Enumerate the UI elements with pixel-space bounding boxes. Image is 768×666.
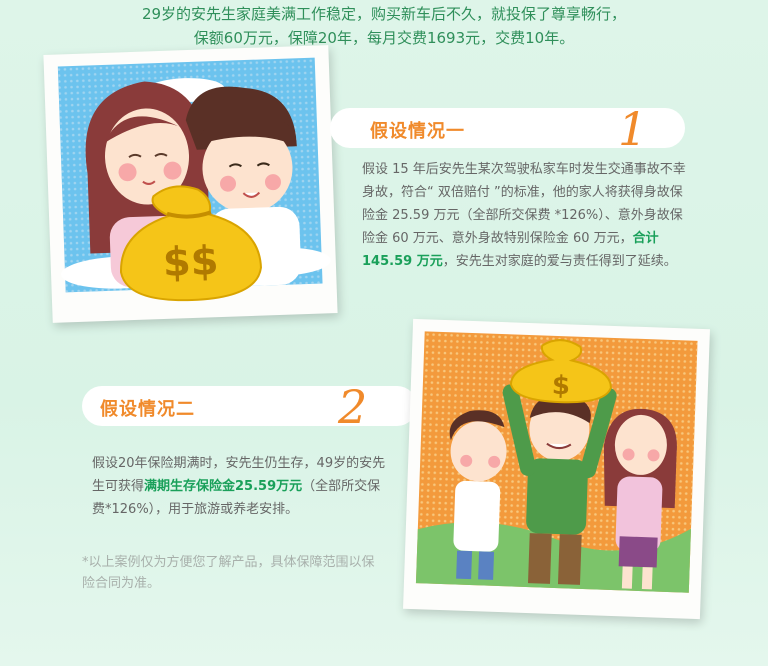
money-bag-label-2: $ [551,371,570,402]
case1-illustration-photo: $$ [43,45,338,323]
case1-title: 假设情况一 [370,121,465,142]
intro-line-1: 29岁的安先生家庭美满工作稳定，购买新车后不久，就投保了尊享畅行， [141,5,627,23]
case1-number: 1 [618,102,648,156]
case1-description: 假设 15 年后安先生某次驾驶私家车时发生交通事故不幸身故，符合“ 双倍赔付 ”… [362,158,687,273]
intro-text: 29岁的安先生家庭美满工作稳定，购买新车后不久，就投保了尊享畅行， 保额60万元… [0,2,768,50]
case1-highlight: 合计 145.59 万元 [362,231,659,269]
case2-text-before: 假设20年保险期满时，安先生仍生存，49岁的安先生可获得 [92,456,386,494]
intro-line-2: 保额60万元，保障20年，每月交费1693元，交费10年。 [193,29,575,47]
family-money-illustration: $ [415,331,698,593]
case2-description: 假设20年保险期满时，安先生仍生存，49岁的安先生可获得满期生存保险金25.59… [92,452,392,521]
couple-money-illustration: $$ [57,57,331,302]
case1-title-pill: 假设情况一 1 [330,106,685,152]
case1-text-before: 假设 15 年后安先生某次驾驶私家车时发生交通事故不幸身故，符合“ 双倍赔付 ”… [362,162,686,246]
case2-highlight: 满期生存保险金25.59万元 [144,479,303,494]
case2-number: 2 [338,380,368,434]
case2-title-pill: 假设情况二 2 [82,384,417,430]
case2-title: 假设情况二 [100,399,195,420]
case2-illustration-photo: $ [403,318,710,620]
case1-text-after: ，安先生对家庭的爱与责任得到了延续。 [442,254,677,269]
case2-text-after: （全部所交保费*126%），用于旅游或养老安排。 [92,479,381,517]
disclaimer-note: *以上案例仅为方便您了解产品，具体保障范围以保险合同为准。 [82,555,375,591]
money-bag-label-1: $$ [162,238,219,286]
